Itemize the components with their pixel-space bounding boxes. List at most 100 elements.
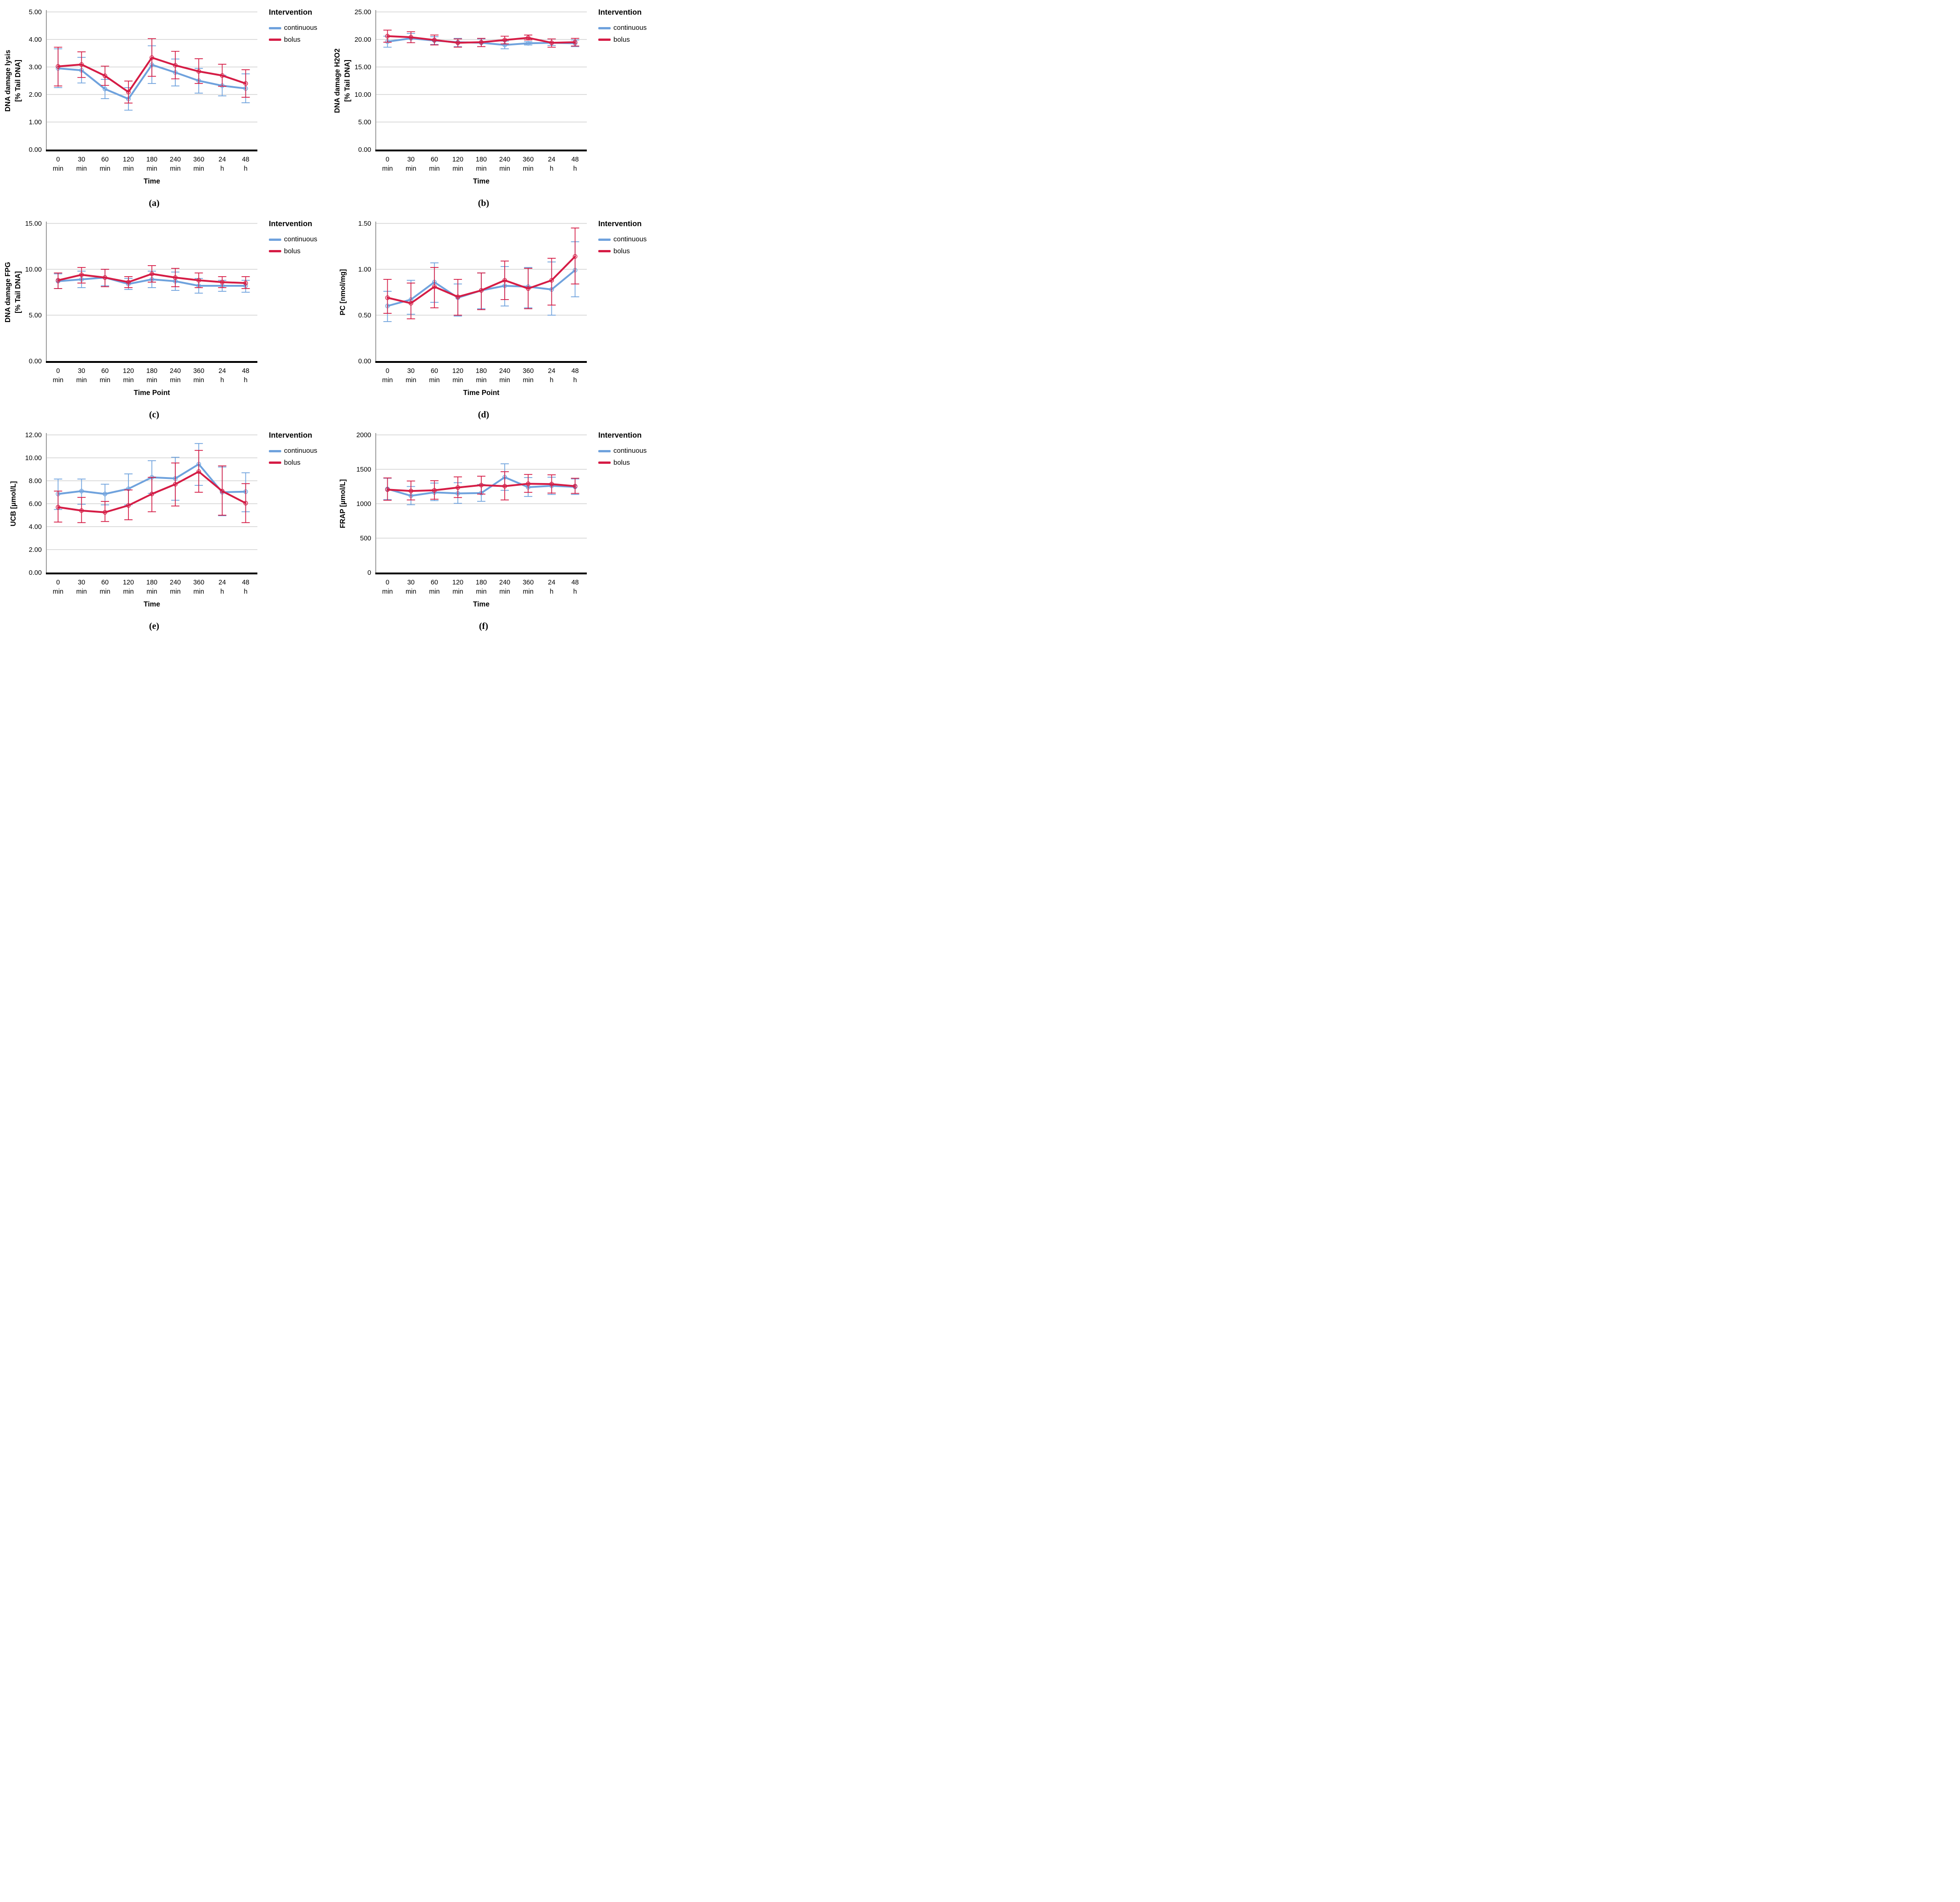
legend-swatch-continuous-line bbox=[598, 27, 611, 29]
data-point-bolus bbox=[102, 275, 107, 280]
data-point-bolus bbox=[385, 487, 390, 492]
x-axis-title: Time Point bbox=[134, 389, 170, 397]
legend-label-continuous: continuous bbox=[284, 24, 317, 32]
x-tick-unit: min bbox=[476, 588, 486, 595]
x-tick-unit: min bbox=[406, 165, 416, 172]
y-tick-label: 1.00 bbox=[29, 119, 42, 126]
legend-item-bolus: bolus bbox=[598, 36, 656, 44]
y-axis-title: DNA damage lysis bbox=[4, 50, 12, 112]
x-tick-label: 30 bbox=[407, 579, 415, 586]
data-point-bolus bbox=[150, 55, 155, 60]
x-tick-label: 120 bbox=[452, 367, 463, 375]
x-tick-label: 180 bbox=[476, 367, 487, 375]
x-tick-unit: min bbox=[382, 165, 393, 172]
legend-title: Intervention bbox=[269, 8, 312, 17]
x-tick-unit: h bbox=[244, 377, 247, 384]
data-point-bolus bbox=[549, 40, 554, 45]
x-tick-label: 0 bbox=[386, 579, 390, 586]
y-tick-label: 1500 bbox=[356, 466, 371, 473]
y-tick-label: 5.00 bbox=[29, 312, 42, 319]
legend: Intervention continuous bolus bbox=[598, 220, 656, 259]
x-tick-label: 240 bbox=[499, 367, 510, 375]
y-axis-title: PC [nmol/mg] bbox=[339, 269, 347, 316]
legend-swatch-continuous-line bbox=[269, 27, 281, 29]
x-tick-label: 120 bbox=[123, 367, 134, 375]
legend-swatch-bolus-line bbox=[269, 250, 281, 253]
data-point-bolus bbox=[102, 510, 107, 515]
x-tick-label: 48 bbox=[242, 579, 249, 586]
x-tick-label: 0 bbox=[56, 579, 60, 586]
data-point-bolus bbox=[56, 278, 61, 283]
data-point-bolus bbox=[573, 484, 578, 489]
x-tick-unit: min bbox=[523, 588, 534, 595]
x-tick-label: 30 bbox=[407, 156, 415, 163]
x-tick-label: 0 bbox=[56, 156, 60, 163]
x-tick-unit: min bbox=[100, 165, 110, 172]
x-tick-unit: min bbox=[523, 165, 534, 172]
panel-caption: (f) bbox=[479, 621, 488, 631]
data-point-bolus bbox=[150, 491, 155, 496]
x-tick-label: 120 bbox=[452, 156, 463, 163]
panel-e: 0.00 2.00 4.00 6.00 8.00 10.00 12.00 UCB [µmol/… bbox=[3, 428, 329, 638]
x-tick-label: 30 bbox=[78, 579, 85, 586]
x-tick-unit: h bbox=[220, 165, 224, 172]
x-tick-label: 360 bbox=[523, 156, 534, 163]
x-tick-unit: h bbox=[550, 588, 553, 595]
x-tick-label: 30 bbox=[78, 156, 85, 163]
legend-swatch-bolus-line bbox=[598, 39, 611, 41]
x-tick-unit: min bbox=[194, 165, 204, 172]
x-tick-label: 60 bbox=[431, 156, 438, 163]
legend-swatch-bolus-line bbox=[269, 39, 281, 41]
x-tick-unit: min bbox=[123, 377, 134, 384]
y-tick-label: 4.00 bbox=[29, 36, 42, 44]
x-tick-label: 240 bbox=[499, 579, 510, 586]
x-tick-label: 120 bbox=[123, 579, 134, 586]
x-tick-unit: min bbox=[170, 165, 180, 172]
x-tick-label: 24 bbox=[218, 156, 226, 163]
y-tick-label: 1.50 bbox=[358, 220, 371, 228]
x-tick-label: 24 bbox=[548, 579, 555, 586]
x-tick-label: 0 bbox=[386, 367, 390, 375]
x-tick-unit: min bbox=[76, 377, 87, 384]
data-point-bolus bbox=[196, 69, 201, 74]
x-tick-label: 24 bbox=[548, 367, 555, 375]
x-tick-label: 48 bbox=[242, 367, 249, 375]
data-point-bolus bbox=[126, 503, 131, 508]
x-tick-unit: min bbox=[100, 377, 110, 384]
data-point-continuous bbox=[102, 86, 107, 91]
x-tick-unit: min bbox=[499, 377, 510, 384]
x-tick-label: 360 bbox=[523, 367, 534, 375]
x-tick-label: 0 bbox=[56, 367, 60, 375]
x-tick-unit: min bbox=[123, 165, 134, 172]
legend-swatch-continuous-line bbox=[269, 238, 281, 241]
data-point-bolus bbox=[102, 73, 107, 78]
x-axis-title: Time bbox=[473, 601, 490, 608]
x-tick-label: 360 bbox=[193, 156, 204, 163]
data-point-bolus bbox=[173, 63, 178, 68]
legend-item-continuous: continuous bbox=[598, 235, 656, 244]
y-tick-label: 2.00 bbox=[29, 546, 42, 554]
data-point-bolus bbox=[196, 469, 201, 474]
y-tick-label: 10.00 bbox=[355, 91, 371, 99]
series-line-bolus bbox=[57, 471, 247, 513]
x-tick-unit: min bbox=[406, 588, 416, 595]
x-tick-unit: min bbox=[100, 588, 110, 595]
data-point-bolus bbox=[79, 272, 84, 277]
legend-item-continuous: continuous bbox=[598, 447, 656, 455]
legend-label-continuous: continuous bbox=[284, 447, 317, 455]
x-tick-label: 60 bbox=[101, 156, 109, 163]
y-tick-label: 6.00 bbox=[29, 501, 42, 508]
data-point-bolus bbox=[549, 278, 554, 283]
data-point-bolus bbox=[126, 279, 131, 284]
data-point-continuous bbox=[526, 41, 531, 46]
x-axis-title: Time bbox=[144, 178, 160, 185]
y-tick-label: 0.00 bbox=[29, 569, 42, 577]
x-tick-unit: min bbox=[523, 377, 534, 384]
x-tick-label: 60 bbox=[431, 579, 438, 586]
x-tick-unit: min bbox=[476, 377, 486, 384]
data-point-bolus bbox=[220, 73, 225, 78]
data-point-bolus bbox=[173, 482, 178, 487]
data-point-bolus bbox=[502, 278, 507, 283]
data-point-bolus bbox=[432, 284, 437, 289]
x-tick-label: 48 bbox=[242, 156, 249, 163]
